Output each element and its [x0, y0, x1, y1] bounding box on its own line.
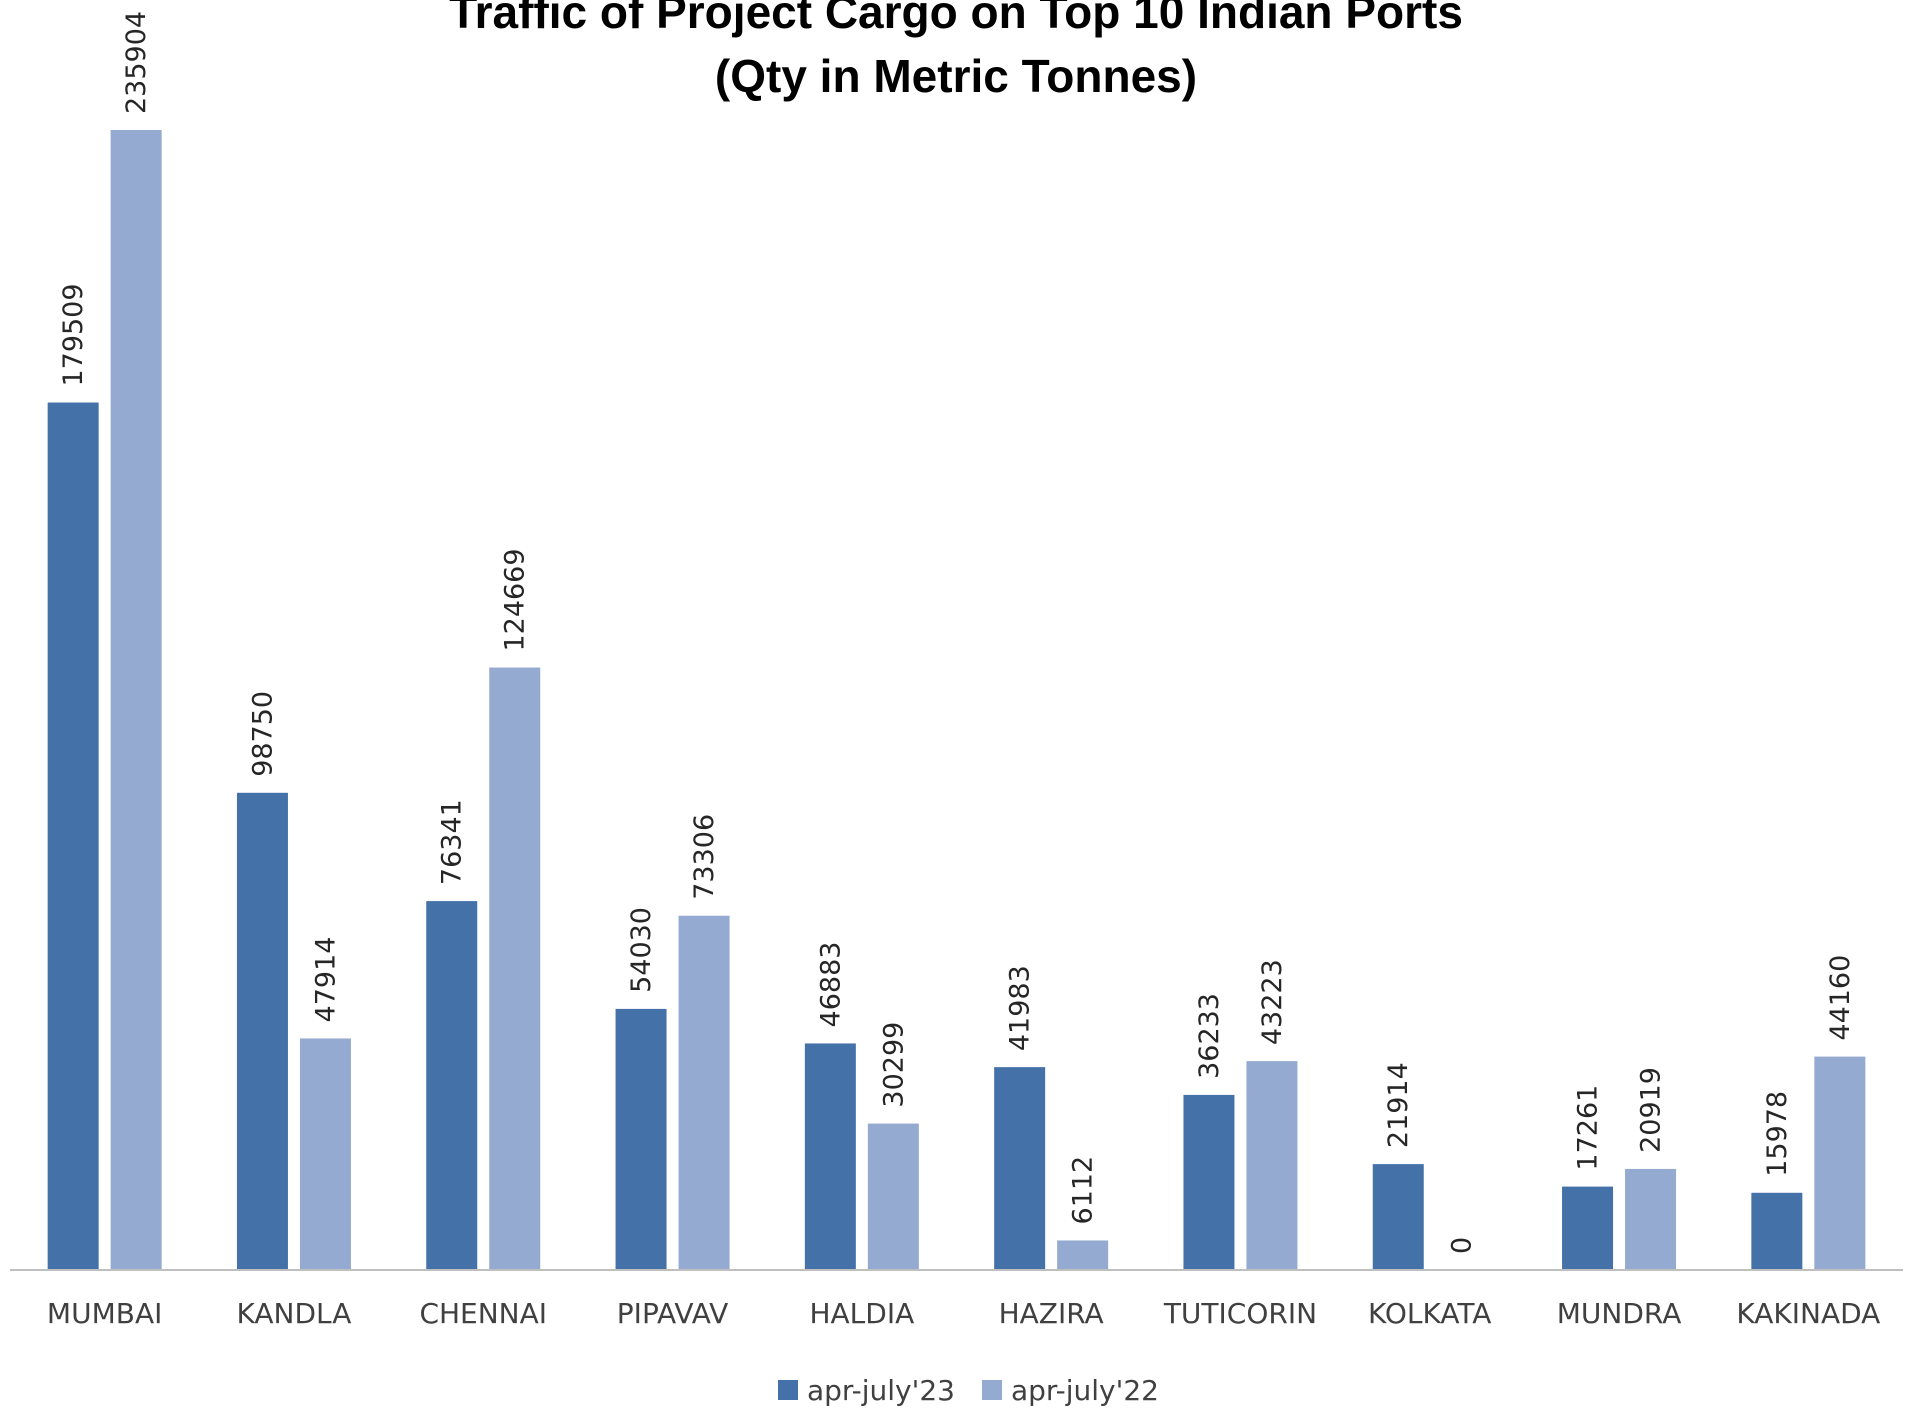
- bar-kandla-series-1: [236, 792, 288, 1270]
- legend-swatch-series-1: [778, 1380, 798, 1400]
- data-label-pipavav-series-1: 54030: [626, 907, 657, 993]
- category-label-pipavav: PIPAVAV: [617, 1297, 728, 1330]
- bar-haldia-series-2: [867, 1123, 919, 1270]
- chart-title: Traffic of Project Cargo on Top 10 India…: [449, 0, 1463, 102]
- category-label-mumbai: MUMBAI: [47, 1297, 162, 1330]
- data-label-kandla-series-2: 47914: [310, 937, 341, 1023]
- data-label-tuticorin-series-1: 36233: [1194, 993, 1225, 1079]
- data-label-tuticorin-series-2: 43223: [1257, 959, 1288, 1045]
- data-label-kolkata-series-1: 21914: [1383, 1062, 1414, 1148]
- category-label-haldia: HALDIA: [809, 1297, 914, 1330]
- legend-item-series-1: apr-july'23: [778, 1374, 955, 1407]
- bar-kakinada-series-2: [1814, 1056, 1866, 1270]
- bar-mundra-series-2: [1625, 1168, 1677, 1270]
- data-label-hazira-series-2: 6112: [1068, 1156, 1099, 1225]
- bar-kakinada-series-1: [1751, 1192, 1803, 1270]
- data-label-kakinada-series-2: 44160: [1825, 955, 1856, 1041]
- bar-pipavav-series-2: [678, 915, 730, 1270]
- chart-title-line: Traffic of Project Cargo on Top 10 India…: [449, 0, 1463, 38]
- legend-label-series-2: apr-july'22: [1011, 1374, 1159, 1407]
- legend-swatch-series-2: [982, 1380, 1002, 1400]
- data-label-kandla-series-1: 98750: [247, 691, 278, 777]
- data-label-hazira-series-1: 41983: [1005, 965, 1036, 1051]
- category-labels: MUMBAI KANDLA CHENNAI PIPAVAV HALDIA HAZIRA TU…: [47, 1297, 1880, 1330]
- bar-chennai-series-1: [426, 901, 478, 1270]
- category-label-mundra: MUNDRA: [1557, 1297, 1682, 1330]
- legend: apr-july'23 apr-july'22: [778, 1374, 1159, 1407]
- bar-chennai-series-2: [489, 667, 541, 1270]
- bar-tuticorin-series-2: [1246, 1061, 1298, 1270]
- bar-tuticorin-series-1: [1183, 1094, 1235, 1270]
- data-label-pipavav-series-2: 73306: [689, 814, 720, 900]
- category-label-kolkata: KOLKATA: [1368, 1297, 1491, 1330]
- chart-subtitle-line: (Qty in Metric Tonnes): [715, 50, 1197, 102]
- category-label-chennai: CHENNAI: [419, 1297, 547, 1330]
- data-label-mumbai-series-1: 179509: [58, 283, 89, 386]
- data-label-kakinada-series-1: 15978: [1762, 1091, 1793, 1177]
- data-label-haldia-series-2: 30299: [878, 1022, 909, 1108]
- legend-item-series-2: apr-july'22: [982, 1374, 1159, 1407]
- data-label-haldia-series-1: 46883: [815, 942, 846, 1028]
- category-label-hazira: HAZIRA: [999, 1297, 1104, 1330]
- bar-mundra-series-1: [1562, 1186, 1614, 1270]
- bar-kolkata-series-1: [1372, 1164, 1424, 1270]
- category-label-kakinada: KAKINADA: [1736, 1297, 1880, 1330]
- plot-area: 179509 235904 98750 47914 76341 124669 54030 73…: [47, 11, 1866, 1271]
- data-label-mundra-series-1: 17261: [1573, 1085, 1604, 1171]
- category-label-kandla: KANDLA: [236, 1297, 351, 1330]
- bar-hazira-series-1: [994, 1067, 1046, 1270]
- bar-pipavav-series-1: [615, 1008, 667, 1270]
- data-label-mumbai-series-2: 235904: [121, 11, 152, 114]
- bar-mumbai-series-1: [47, 402, 99, 1271]
- data-label-chennai-series-1: 76341: [437, 799, 468, 885]
- bar-haldia-series-1: [804, 1043, 856, 1270]
- data-label-kolkata-series-2: 0: [1446, 1237, 1477, 1254]
- bar-mumbai-series-2: [110, 130, 162, 1270]
- bar-kandla-series-2: [299, 1038, 351, 1270]
- category-label-tuticorin: TUTICORIN: [1163, 1297, 1317, 1330]
- legend-label-series-1: apr-july'23: [807, 1374, 955, 1407]
- bar-hazira-series-2: [1057, 1240, 1109, 1270]
- data-label-chennai-series-2: 124669: [500, 548, 531, 651]
- data-label-mundra-series-2: 20919: [1636, 1067, 1667, 1153]
